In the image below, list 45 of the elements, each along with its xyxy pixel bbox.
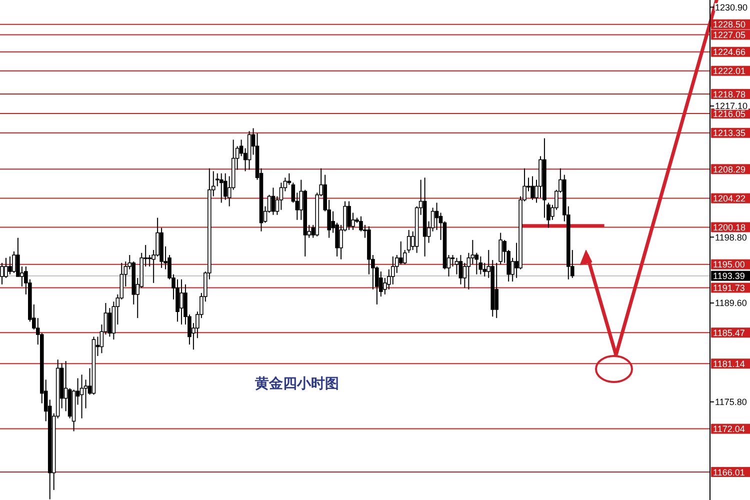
ref-line-label: 1195.00 xyxy=(713,260,745,270)
candlestick xyxy=(458,254,463,285)
candlestick xyxy=(474,252,479,275)
candlestick xyxy=(530,176,534,200)
text: 黄金四小时图 xyxy=(254,376,339,392)
candlestick xyxy=(4,257,8,278)
candlestick xyxy=(494,262,498,319)
ref-line-label: 1222.01 xyxy=(713,66,746,76)
candlestick xyxy=(12,250,16,274)
ref-line-label: 1208.29 xyxy=(713,164,746,174)
candlestick xyxy=(148,254,152,267)
ref-line-label: 1181.14 xyxy=(713,358,745,369)
ref-line-label: 1172.04 xyxy=(713,424,745,434)
ref-line-label: 1191.73 xyxy=(713,283,745,294)
candlestick xyxy=(176,278,180,322)
candlestick xyxy=(498,232,502,265)
candlestick xyxy=(454,257,459,275)
y-tick-label: 1189.60 xyxy=(715,298,747,308)
candlestick xyxy=(80,374,84,419)
candlestick xyxy=(180,278,184,325)
y-tick-label: 1230.90 xyxy=(715,2,748,12)
candlestick xyxy=(398,240,403,265)
ref-line-label: 1166.01 xyxy=(713,467,745,478)
ref-line-label: 1204.22 xyxy=(713,194,746,204)
y-tick-label: 1175.80 xyxy=(715,397,747,408)
ref-line-label: 1185.47 xyxy=(713,328,745,338)
candlestick xyxy=(434,202,439,230)
ref-line-label: 1228.50 xyxy=(713,20,746,30)
y-tick-label: 1198.80 xyxy=(715,232,747,242)
ref-line-label: 1213.35 xyxy=(713,128,746,138)
ref-line-label: 1224.66 xyxy=(713,47,746,58)
candlestick xyxy=(0,262,4,285)
candlestick xyxy=(8,256,12,275)
candlestick xyxy=(470,239,475,265)
ref-line-label: 1193.39 xyxy=(713,271,745,282)
ref-line-label: 1218.78 xyxy=(713,89,746,100)
ref-line-label: 1216.05 xyxy=(713,108,746,119)
ref-line-label: 1200.18 xyxy=(713,222,746,233)
candlestick xyxy=(347,200,351,230)
y-tick-label: 1217.10 xyxy=(715,101,748,112)
candlestick xyxy=(219,172,224,204)
candlestick xyxy=(478,256,483,275)
ref-line-label: 1227.05 xyxy=(713,30,746,40)
candlestick xyxy=(108,308,112,338)
candlestick xyxy=(271,187,276,216)
